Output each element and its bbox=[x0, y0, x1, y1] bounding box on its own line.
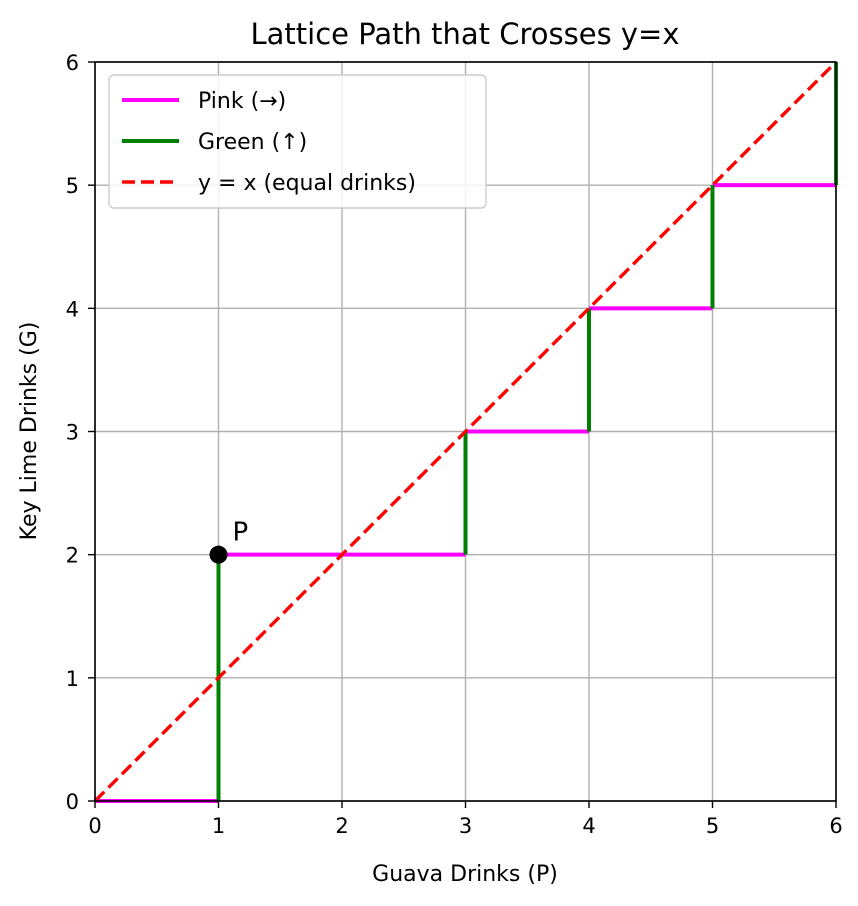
series-2-segment-0 bbox=[93, 60, 838, 803]
x-tick-label: 5 bbox=[706, 814, 719, 838]
point-marker bbox=[209, 545, 228, 564]
x-tick-label: 0 bbox=[88, 814, 101, 838]
y-tick-label: 1 bbox=[66, 667, 79, 691]
y-tick-label: 4 bbox=[66, 297, 79, 321]
x-tick-label: 1 bbox=[212, 814, 225, 838]
chart-title: Lattice Path that Crosses y=x bbox=[250, 17, 679, 51]
legend: Pink (→) Green (↑) y = x (equal drinks) bbox=[108, 74, 487, 209]
legend-box bbox=[108, 74, 487, 209]
y-tick-label: 0 bbox=[66, 790, 79, 814]
point-label: P bbox=[233, 518, 249, 548]
x-axis-label: Guava Drinks (P) bbox=[372, 862, 558, 887]
tick-layer: 0 1 2 3 4 5 6 0 1 2 3 4 5 6 bbox=[66, 51, 843, 838]
y-tick-label: 6 bbox=[66, 51, 79, 75]
legend-label-0: Pink (→) bbox=[198, 89, 286, 114]
x-tick-label: 6 bbox=[829, 814, 842, 838]
x-tick-label: 3 bbox=[459, 814, 472, 838]
y-tick-label: 3 bbox=[66, 421, 79, 445]
x-tick-label: 4 bbox=[582, 814, 595, 838]
legend-label-1: Green (↑) bbox=[198, 130, 307, 155]
x-tick-label: 2 bbox=[335, 814, 348, 838]
legend-label-2: y = x (equal drinks) bbox=[198, 171, 416, 196]
y-tick-label: 5 bbox=[66, 174, 79, 198]
y-axis-label: Key Lime Drinks (G) bbox=[17, 322, 42, 541]
y-tick-label: 2 bbox=[66, 544, 79, 568]
